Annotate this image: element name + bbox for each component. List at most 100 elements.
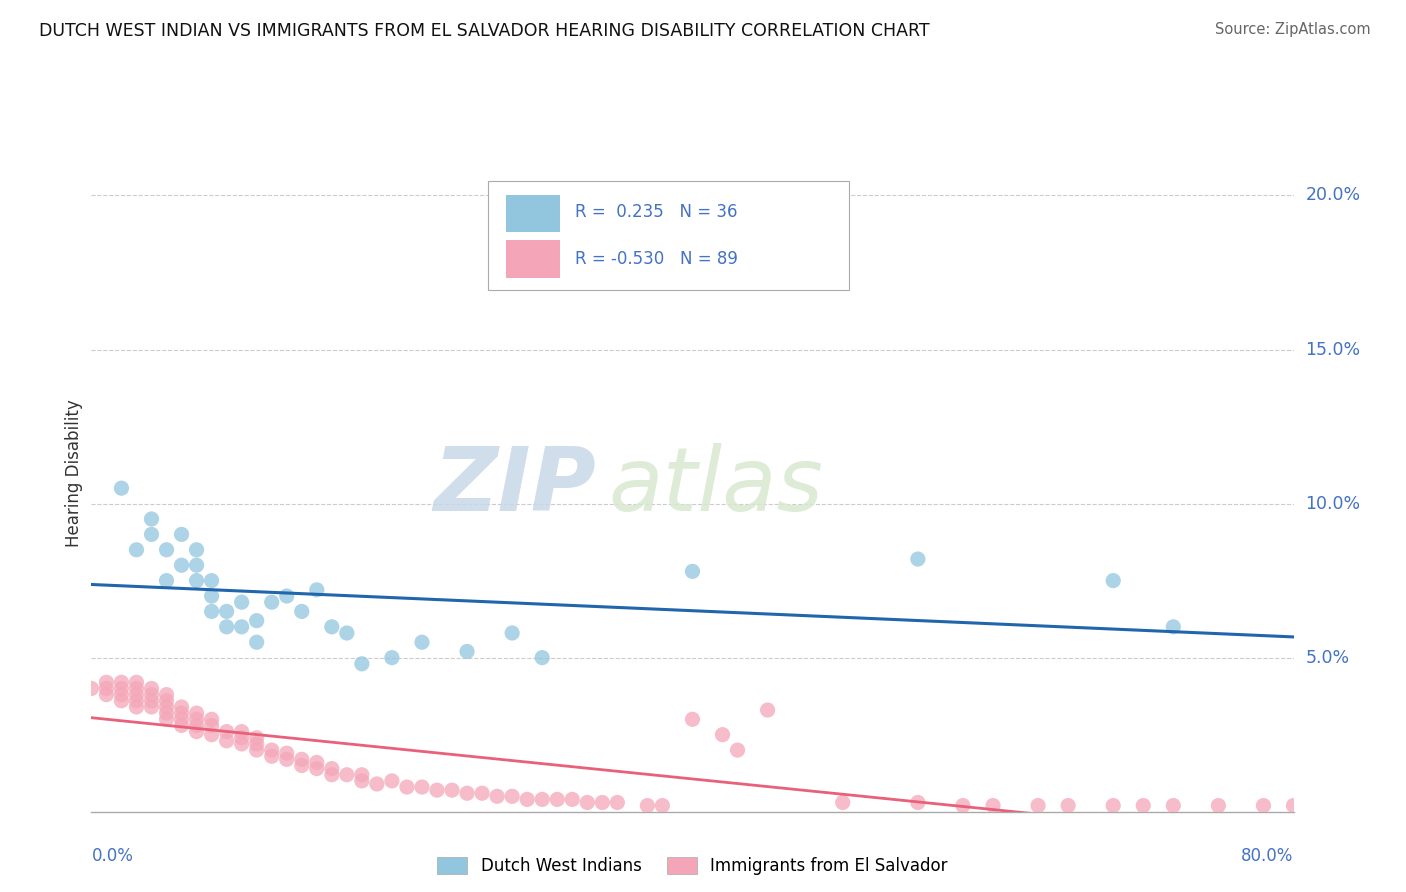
Point bbox=[125, 681, 148, 696]
Point bbox=[426, 783, 449, 797]
Point bbox=[155, 694, 177, 708]
Point bbox=[141, 700, 163, 714]
Point bbox=[201, 712, 224, 726]
Legend: Dutch West Indians, Immigrants from El Salvador: Dutch West Indians, Immigrants from El S… bbox=[430, 850, 955, 881]
Point bbox=[366, 777, 388, 791]
Point bbox=[215, 724, 238, 739]
Point bbox=[155, 688, 177, 702]
Point bbox=[231, 724, 253, 739]
Point bbox=[276, 589, 298, 603]
Point bbox=[231, 595, 253, 609]
Point bbox=[546, 792, 568, 806]
Point bbox=[186, 558, 208, 573]
Point bbox=[186, 706, 208, 720]
Point bbox=[907, 796, 929, 810]
Point bbox=[141, 527, 163, 541]
Point bbox=[907, 552, 929, 566]
Point bbox=[141, 681, 163, 696]
Point bbox=[831, 796, 853, 810]
Y-axis label: Hearing Disability: Hearing Disability bbox=[65, 399, 83, 547]
Point bbox=[411, 780, 433, 794]
Text: 10.0%: 10.0% bbox=[1306, 494, 1361, 513]
Point bbox=[141, 512, 163, 526]
Point bbox=[170, 527, 193, 541]
Point bbox=[711, 728, 734, 742]
Point bbox=[305, 762, 328, 776]
Point bbox=[636, 798, 658, 813]
Point bbox=[186, 574, 208, 588]
Point bbox=[350, 773, 373, 788]
Point bbox=[321, 762, 343, 776]
Point bbox=[170, 718, 193, 732]
Point bbox=[1161, 620, 1184, 634]
Point bbox=[305, 756, 328, 770]
Text: Source: ZipAtlas.com: Source: ZipAtlas.com bbox=[1215, 22, 1371, 37]
Point bbox=[125, 694, 148, 708]
Point bbox=[141, 688, 163, 702]
Point bbox=[170, 558, 193, 573]
Point bbox=[246, 614, 269, 628]
Text: atlas: atlas bbox=[609, 443, 823, 529]
Point bbox=[291, 758, 314, 772]
Point bbox=[395, 780, 418, 794]
Point bbox=[321, 768, 343, 782]
Point bbox=[727, 743, 749, 757]
Point bbox=[186, 542, 208, 557]
Point bbox=[1282, 798, 1305, 813]
Point bbox=[350, 657, 373, 671]
Text: R =  0.235   N = 36: R = 0.235 N = 36 bbox=[575, 203, 737, 221]
Point bbox=[1102, 574, 1125, 588]
Point bbox=[155, 712, 177, 726]
Point bbox=[471, 786, 494, 800]
Point bbox=[231, 737, 253, 751]
Point bbox=[246, 731, 269, 745]
Point bbox=[952, 798, 974, 813]
Point bbox=[155, 706, 177, 720]
Point bbox=[186, 718, 208, 732]
Point bbox=[305, 582, 328, 597]
Point bbox=[486, 789, 509, 804]
Point bbox=[321, 620, 343, 634]
Point bbox=[591, 796, 613, 810]
Point bbox=[606, 796, 628, 810]
Point bbox=[1208, 798, 1230, 813]
Point bbox=[336, 626, 359, 640]
Point bbox=[291, 604, 314, 618]
Point bbox=[456, 644, 478, 658]
Point bbox=[110, 688, 132, 702]
Point bbox=[260, 595, 283, 609]
Point bbox=[1253, 798, 1275, 813]
Point bbox=[531, 792, 554, 806]
Point bbox=[246, 635, 269, 649]
Text: DUTCH WEST INDIAN VS IMMIGRANTS FROM EL SALVADOR HEARING DISABILITY CORRELATION : DUTCH WEST INDIAN VS IMMIGRANTS FROM EL … bbox=[39, 22, 929, 40]
Point bbox=[110, 675, 132, 690]
Text: 0.0%: 0.0% bbox=[91, 847, 134, 864]
Point bbox=[215, 604, 238, 618]
Point bbox=[681, 565, 703, 579]
Point bbox=[170, 712, 193, 726]
Point bbox=[411, 635, 433, 649]
Point bbox=[110, 681, 132, 696]
Point bbox=[201, 574, 224, 588]
Point bbox=[155, 700, 177, 714]
Point bbox=[201, 718, 224, 732]
Point bbox=[291, 752, 314, 766]
Point bbox=[141, 694, 163, 708]
Point bbox=[96, 675, 118, 690]
Point bbox=[231, 620, 253, 634]
Point bbox=[125, 700, 148, 714]
Bar bbox=[506, 240, 560, 277]
Point bbox=[381, 650, 404, 665]
Point bbox=[231, 731, 253, 745]
Point bbox=[1161, 798, 1184, 813]
Bar bbox=[506, 194, 560, 232]
Point bbox=[531, 650, 554, 665]
Point bbox=[201, 589, 224, 603]
Point bbox=[336, 768, 359, 782]
Point bbox=[260, 743, 283, 757]
Point bbox=[201, 604, 224, 618]
Point bbox=[276, 752, 298, 766]
Point bbox=[125, 688, 148, 702]
Point bbox=[155, 574, 177, 588]
Point bbox=[501, 789, 523, 804]
